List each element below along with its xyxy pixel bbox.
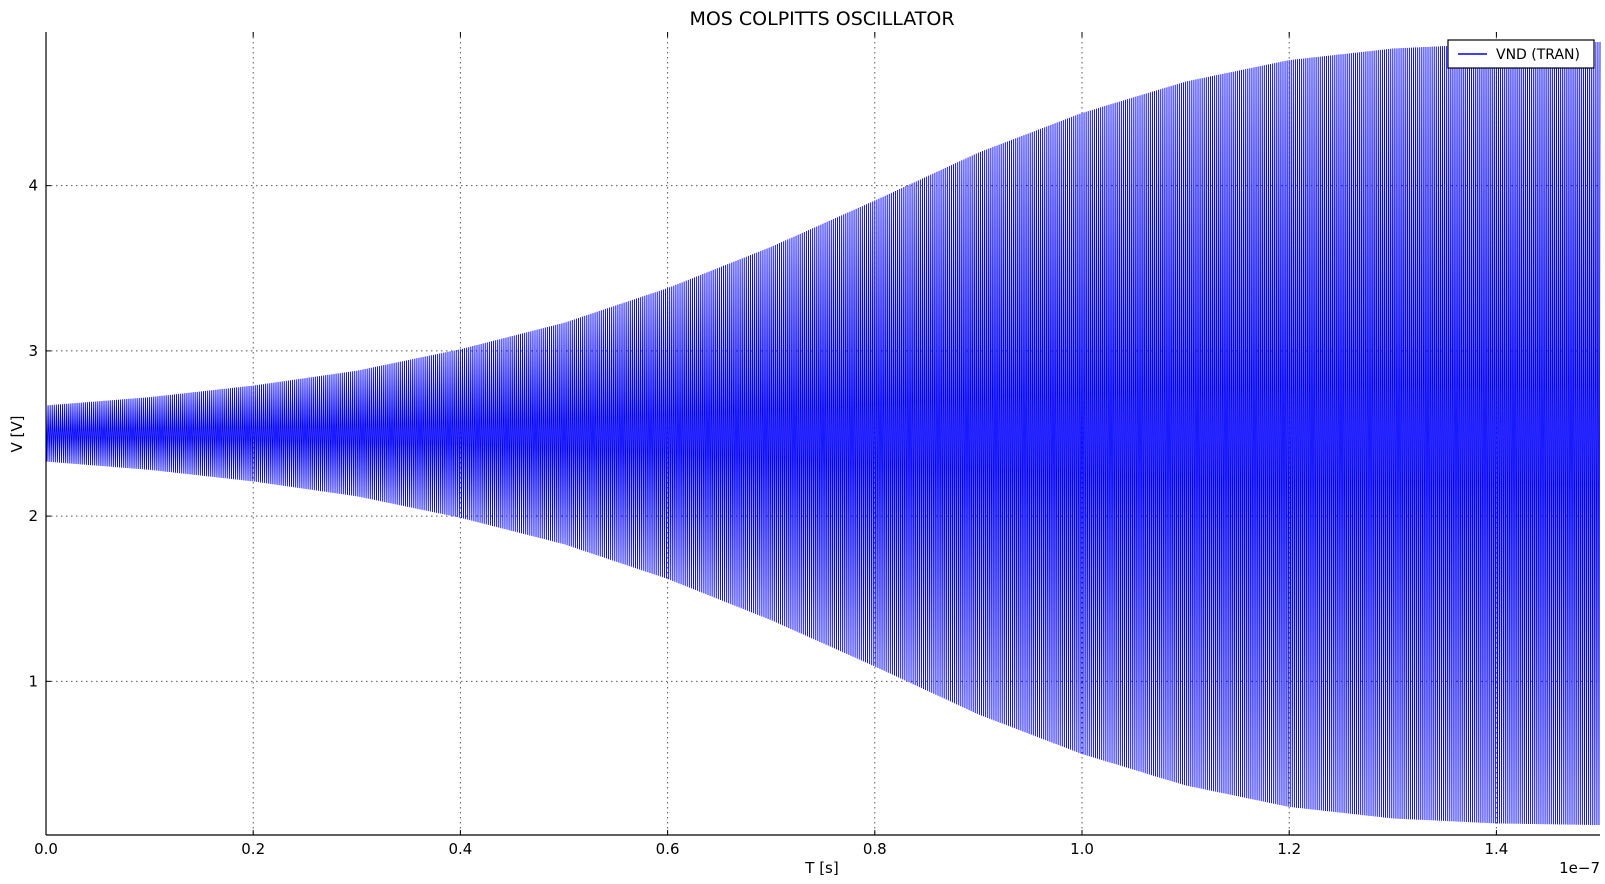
- x-tick-label: 0.8: [863, 840, 887, 858]
- x-tick-label: 1.0: [1070, 840, 1094, 858]
- chart-title: MOS COLPITTS OSCILLATOR: [689, 8, 954, 30]
- x-tick-label: 0.2: [241, 840, 265, 858]
- x-axis-label: T [s]: [804, 859, 838, 877]
- x-tick-label: 0.4: [448, 840, 472, 858]
- y-tick-label: 4: [28, 177, 38, 195]
- ticks: 0.0 0.2 0.4 0.6 0.8 1.0 1.2 1.4 1 2 3 4: [28, 32, 1508, 858]
- y-axis-label: V [V]: [8, 416, 26, 453]
- x-axis-multiplier: 1e−7: [1559, 859, 1600, 877]
- x-tick-label: 0.6: [656, 840, 680, 858]
- y-tick-label: 1: [28, 672, 38, 690]
- y-tick-label: 3: [28, 342, 38, 360]
- series-vnd-tran: [45, 41, 1601, 826]
- legend: VND (TRAN): [1447, 39, 1595, 69]
- legend-label: VND (TRAN): [1496, 47, 1580, 63]
- x-tick-label: 0.0: [34, 840, 58, 858]
- axes: [45, 32, 1600, 836]
- x-tick-label: 1.4: [1484, 840, 1508, 858]
- y-tick-label: 2: [28, 507, 38, 525]
- series-line: [45, 41, 1601, 826]
- x-tick-label: 1.2: [1277, 840, 1301, 858]
